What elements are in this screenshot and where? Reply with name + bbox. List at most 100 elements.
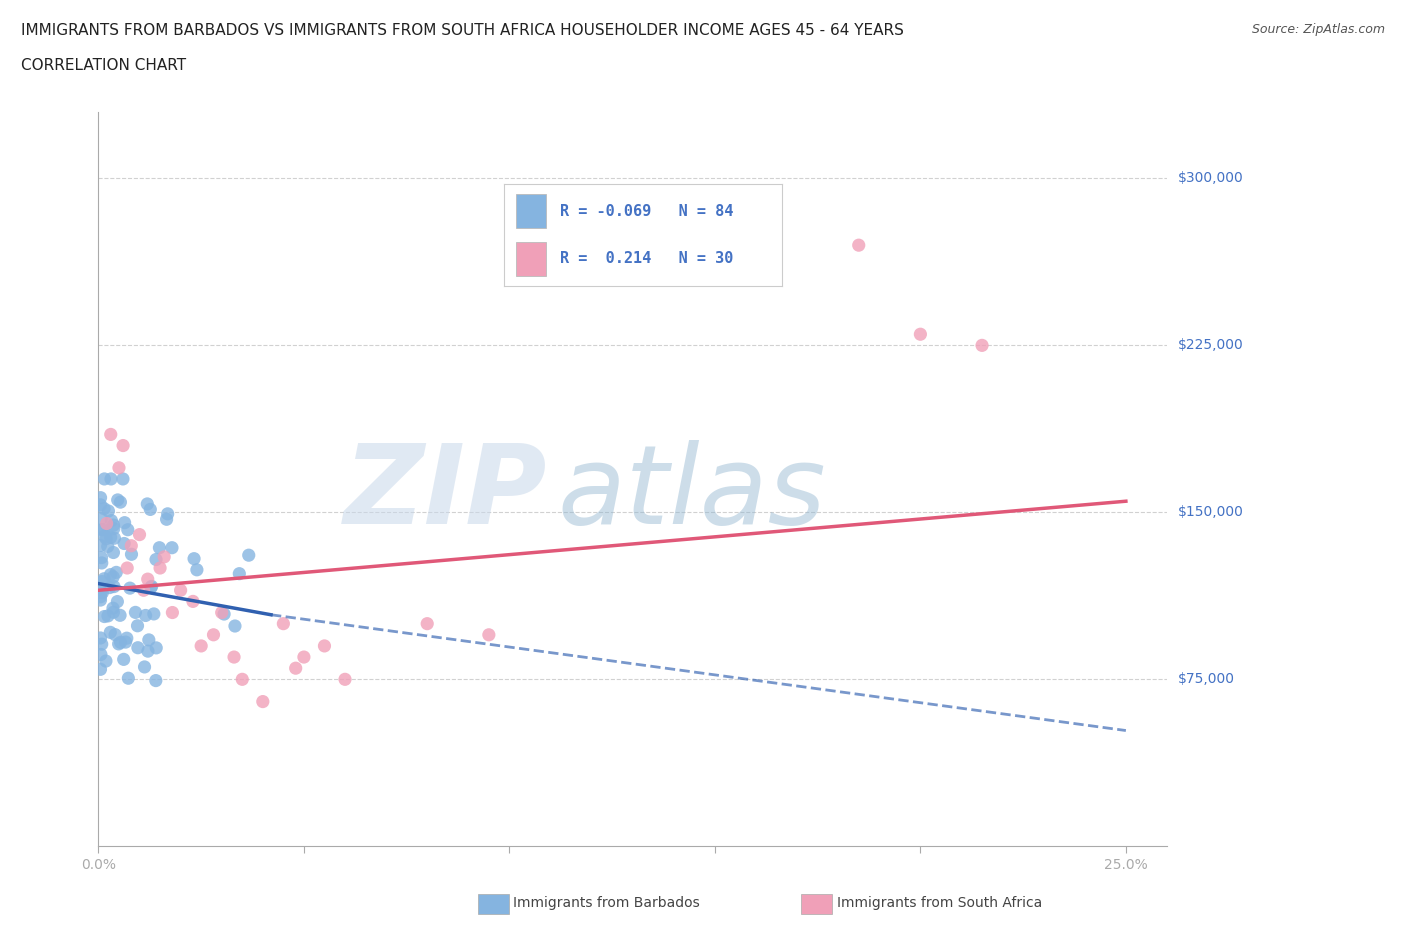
- Point: [112, 536, 135, 551]
- Bar: [516, 242, 546, 275]
- Point: [89, 538, 111, 552]
- Point: [111, 472, 134, 486]
- Point: [103, 521, 125, 536]
- Point: [93, 501, 115, 516]
- Point: [273, 617, 295, 631]
- Point: [134, 659, 156, 674]
- Text: $300,000: $300,000: [1178, 171, 1244, 185]
- Point: [112, 438, 135, 453]
- Text: Immigrants from South Africa: Immigrants from South Africa: [837, 896, 1042, 910]
- Point: [145, 641, 167, 656]
- Text: atlas: atlas: [558, 440, 827, 547]
- Point: [128, 527, 150, 542]
- Point: [183, 551, 205, 566]
- Text: $150,000: $150,000: [1178, 505, 1244, 519]
- Point: [333, 671, 356, 686]
- Point: [97, 503, 120, 518]
- Point: [94, 654, 117, 669]
- Point: [136, 572, 159, 587]
- Point: [93, 609, 115, 624]
- Point: [103, 579, 125, 594]
- Point: [94, 531, 117, 546]
- Point: [100, 427, 122, 442]
- Text: R = -0.069   N = 84: R = -0.069 N = 84: [560, 204, 734, 219]
- Point: [148, 540, 170, 555]
- Point: [97, 539, 120, 554]
- Point: [231, 671, 253, 686]
- Point: [228, 566, 250, 581]
- Point: [139, 502, 162, 517]
- Point: [292, 650, 315, 665]
- Point: [115, 631, 138, 645]
- Point: [124, 604, 146, 619]
- Point: [89, 662, 111, 677]
- Point: [93, 571, 115, 586]
- Point: [100, 567, 122, 582]
- Point: [136, 644, 159, 658]
- Point: [149, 561, 172, 576]
- Point: [101, 601, 124, 616]
- Point: [120, 538, 142, 553]
- Point: [114, 634, 136, 649]
- Point: [89, 631, 111, 645]
- Point: [314, 639, 336, 654]
- Point: [90, 512, 112, 526]
- Point: [155, 512, 177, 526]
- Point: [141, 579, 163, 594]
- Point: [145, 552, 167, 567]
- Point: [136, 497, 159, 512]
- Point: [117, 523, 139, 538]
- Point: [138, 632, 160, 647]
- Point: [478, 628, 501, 643]
- Point: [89, 590, 111, 604]
- Point: [284, 660, 307, 675]
- Point: [224, 618, 246, 633]
- Point: [90, 647, 112, 662]
- Point: [238, 548, 260, 563]
- Point: [135, 608, 157, 623]
- Point: [211, 605, 233, 620]
- Point: [127, 640, 149, 655]
- Point: [222, 650, 245, 665]
- Point: [416, 617, 439, 631]
- Point: [100, 530, 122, 545]
- Point: [100, 472, 122, 486]
- Text: Immigrants from Barbados: Immigrants from Barbados: [513, 896, 700, 910]
- Point: [101, 569, 124, 584]
- Point: [100, 513, 122, 528]
- Text: CORRELATION CHART: CORRELATION CHART: [21, 58, 186, 73]
- Point: [252, 694, 274, 709]
- Point: [89, 592, 111, 607]
- Point: [98, 580, 121, 595]
- Point: [910, 326, 932, 341]
- Point: [121, 547, 143, 562]
- Point: [108, 460, 131, 475]
- Text: $75,000: $75,000: [1178, 672, 1234, 686]
- Point: [90, 584, 112, 599]
- Point: [110, 495, 132, 510]
- Point: [90, 551, 112, 565]
- Text: ZIP: ZIP: [343, 440, 547, 547]
- Point: [160, 540, 183, 555]
- Point: [145, 673, 167, 688]
- Point: [90, 490, 112, 505]
- Point: [970, 338, 993, 352]
- Point: [118, 580, 141, 595]
- Text: Source: ZipAtlas.com: Source: ZipAtlas.com: [1251, 23, 1385, 36]
- Point: [107, 493, 129, 508]
- Point: [202, 628, 225, 643]
- Point: [190, 639, 212, 654]
- Text: R =  0.214   N = 30: R = 0.214 N = 30: [560, 251, 734, 266]
- Point: [90, 637, 112, 652]
- Point: [103, 518, 125, 533]
- Point: [97, 608, 120, 623]
- Point: [181, 594, 204, 609]
- Point: [115, 561, 138, 576]
- Point: [142, 606, 165, 621]
- Point: [127, 618, 149, 633]
- Point: [112, 652, 135, 667]
- Point: [114, 515, 136, 530]
- Point: [186, 563, 208, 578]
- Point: [132, 583, 155, 598]
- Point: [153, 550, 176, 565]
